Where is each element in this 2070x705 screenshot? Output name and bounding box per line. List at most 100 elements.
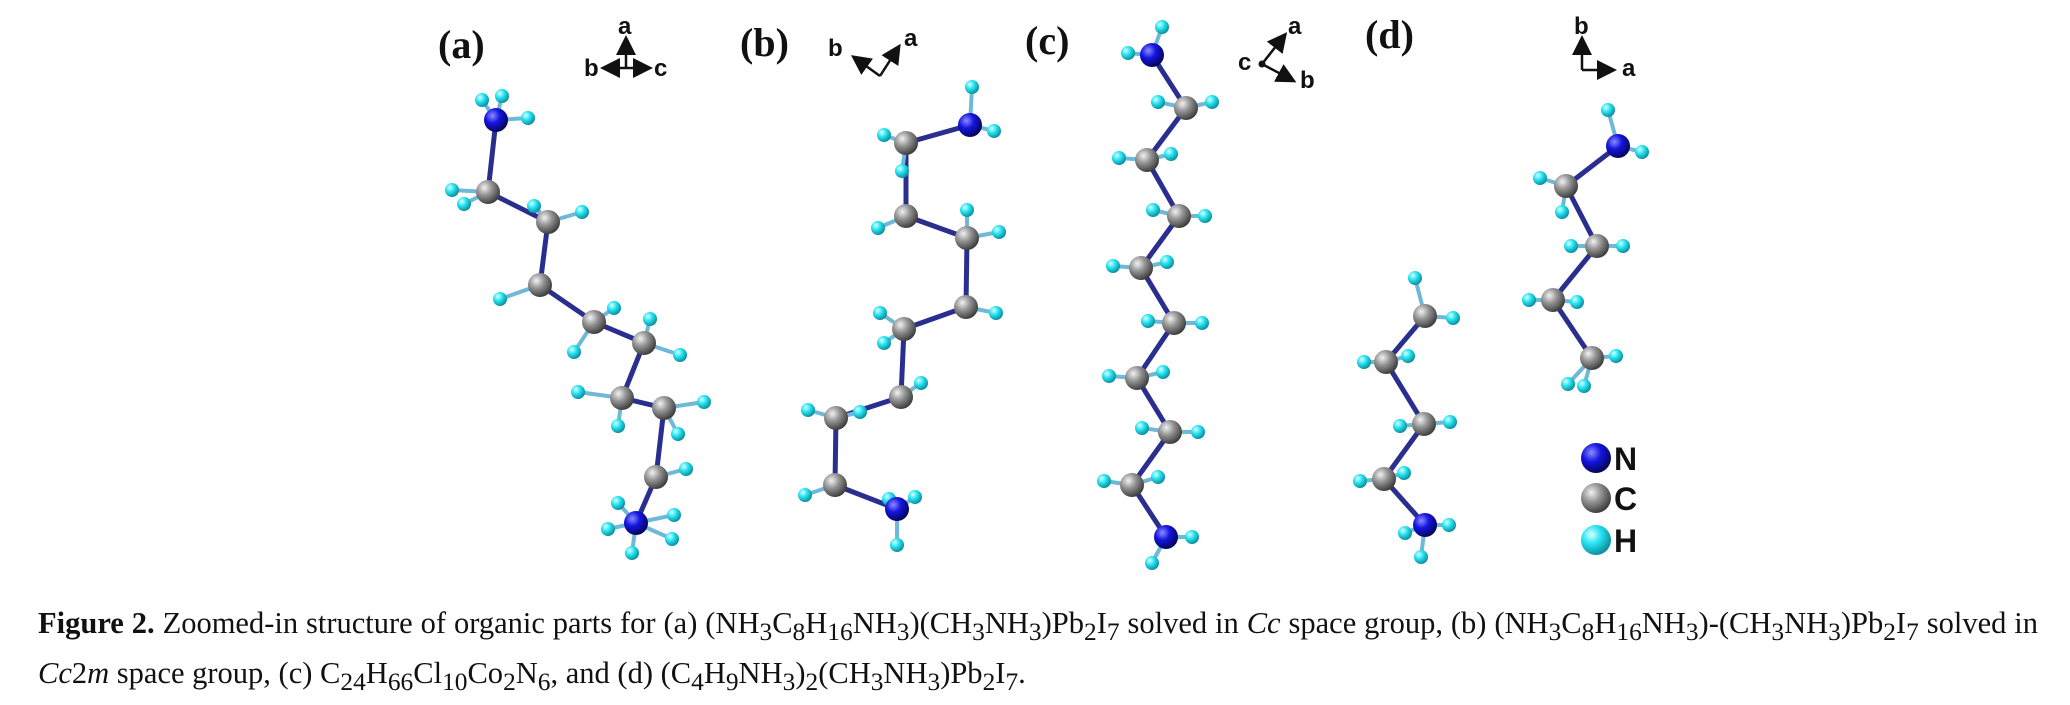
axis-label-a: a: [618, 13, 632, 40]
hydrogen-atom: [1151, 470, 1165, 484]
hydrogen-atom: [475, 93, 489, 107]
hydrogen-atom: [671, 427, 685, 441]
hydrogen-atom: [798, 488, 812, 502]
axis-label-b: b: [1574, 13, 1589, 40]
axis-label-b: b: [828, 35, 843, 62]
axes-indicator-b: b a: [828, 25, 918, 78]
carbon-atom: [824, 406, 848, 430]
carbon-atom: [1129, 256, 1153, 280]
hydrogen-atom: [607, 301, 621, 315]
hydrogen-atom: [679, 462, 693, 476]
hydrogen-atom: [1393, 419, 1407, 433]
hydrogen-atom: [1442, 518, 1456, 532]
carbon-atom: [632, 331, 656, 355]
carbon-atom: [1372, 467, 1396, 491]
axis-label-c: c: [1238, 49, 1251, 76]
hydrogen-atom: [1635, 145, 1649, 159]
hydrogen-atom: [908, 490, 922, 504]
hydrogen-atom: [1408, 271, 1422, 285]
carbon-atom: [889, 385, 913, 409]
hydrogen-atom: [989, 306, 1003, 320]
hydrogen-atom: [1191, 425, 1205, 439]
hydrogen-atom: [1097, 474, 1111, 488]
hydrogen-atom: [1398, 526, 1412, 540]
hydrogen-atom: [1446, 311, 1460, 325]
carbon-atom: [1413, 304, 1437, 328]
carbon-atom: [582, 310, 606, 334]
legend-n-label: N: [1614, 441, 1637, 477]
bond: [485, 117, 499, 195]
hydrogen-atom: [1353, 474, 1367, 488]
hydrogen-atom: [521, 111, 535, 125]
hydrogen-atom: [877, 336, 891, 350]
carbon-atom: [610, 386, 634, 410]
hydrogen-atom: [527, 199, 541, 213]
axis-label-a: a: [1288, 13, 1302, 40]
hydrogen-atom: [1185, 530, 1199, 544]
hydrogen-atom: [673, 348, 687, 362]
hydrogen-atom: [575, 205, 589, 219]
hydrogen-atom: [853, 405, 867, 419]
hydrogen-atom: [457, 197, 471, 211]
hydrogen-atom: [611, 496, 625, 510]
axis-label-a: a: [1622, 55, 1636, 82]
figure-2-molecular-structures: (a) (b) (c) (d) a b c b a a c b b a N: [438, 12, 1649, 570]
molecule-d-chain-2: [1522, 103, 1649, 393]
hydrogen-atom: [871, 221, 885, 235]
hydrogen-atom: [801, 403, 815, 417]
hydrogen-atom: [1205, 95, 1219, 109]
carbon-atom: [1162, 311, 1186, 335]
hydrogen-atom: [1121, 46, 1135, 60]
hydrogen-atom: [1522, 293, 1536, 307]
hydrogen-atom: [1561, 377, 1575, 391]
hydrogen-atom: [914, 376, 928, 390]
nitrogen-atom: [484, 108, 508, 132]
axes-indicator-c: a c b: [1238, 13, 1315, 94]
hydrogen-atom: [1414, 550, 1428, 564]
carbon-atom: [1120, 473, 1144, 497]
axis-label-a: a: [904, 25, 918, 52]
nitrogen-atom: [1140, 43, 1164, 67]
hydrogen-atom: [611, 419, 625, 433]
hydrogen-atom: [1146, 203, 1160, 217]
hydrogen-atom: [987, 124, 1001, 138]
nitrogen-atom: [958, 113, 982, 137]
panel-label-a: (a): [438, 22, 485, 67]
axis-label-c: c: [654, 55, 667, 82]
hydrogen-atom: [567, 345, 581, 359]
panel-label-d: (d): [1365, 12, 1414, 57]
carbon-atom: [1585, 234, 1609, 258]
panel-label-b: (b): [740, 20, 789, 65]
axis-label-b: b: [1300, 67, 1315, 94]
hydrogen-atom: [877, 128, 891, 142]
axes-indicator-d: b a: [1572, 13, 1636, 82]
carbon-atom: [528, 273, 552, 297]
legend-c-label: C: [1614, 481, 1637, 517]
molecule-c: [1097, 20, 1219, 570]
caption-label: Figure 2.: [38, 606, 155, 640]
hydrogen-atom: [1155, 20, 1169, 34]
hydrogen-atom: [1401, 349, 1415, 363]
carbon-atom: [1125, 366, 1149, 390]
hydrogen-atom: [992, 225, 1006, 239]
hydrogen-atom: [1112, 151, 1126, 165]
hydrogen-atom: [1564, 239, 1578, 253]
legend-h-label: H: [1614, 523, 1637, 559]
bond: [1383, 359, 1427, 427]
hydrogen-atom: [1609, 349, 1623, 363]
hydrogen-atom: [1102, 369, 1116, 383]
hydrogen-atom: [1151, 95, 1165, 109]
carbon-atom: [894, 131, 918, 155]
carbon-atom: [823, 473, 847, 497]
hydrogen-atom: [1616, 239, 1630, 253]
hydrogen-atom: [1533, 171, 1547, 185]
carbon-atom: [476, 180, 500, 204]
hydrogen-atom: [1164, 147, 1178, 161]
molecule-d-chain-1: [1353, 271, 1460, 564]
hydrogen-atom: [625, 546, 639, 560]
legend-h-atom: [1581, 525, 1611, 555]
hydrogen-atom: [667, 508, 681, 522]
hydrogen-atom: [1601, 103, 1615, 117]
carbon-atom: [1554, 174, 1578, 198]
hydrogen-atom: [1141, 314, 1155, 328]
